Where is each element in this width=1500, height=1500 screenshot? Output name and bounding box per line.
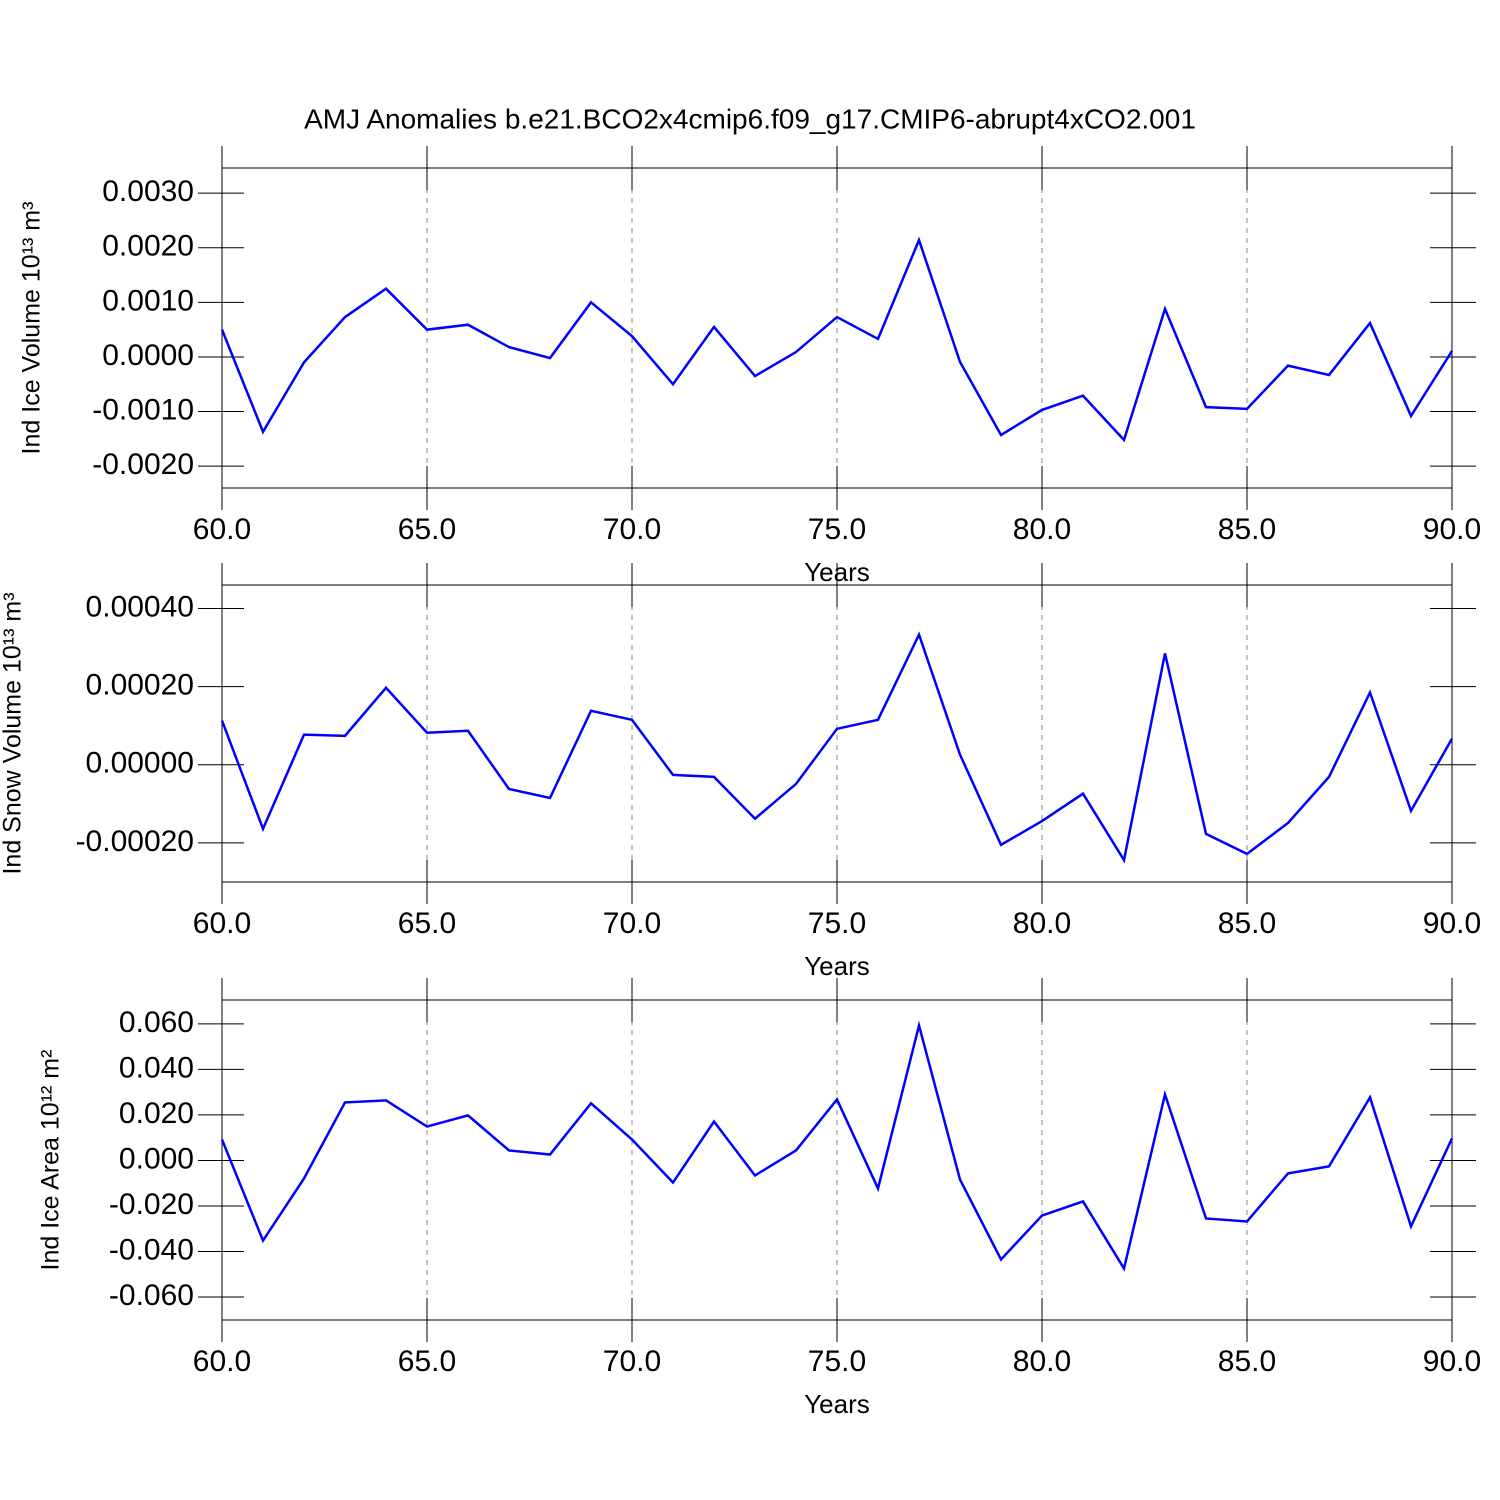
x-tick-label: 75.0 [808, 513, 866, 546]
y-axis-label: Ind Ice Volume 10¹³ m³ [18, 202, 46, 455]
y-tick-label: 0.00020 [86, 669, 194, 702]
y-tick-label: -0.040 [109, 1233, 194, 1266]
y-tick-label: -0.0010 [92, 393, 194, 426]
x-tick-label: 90.0 [1423, 1345, 1481, 1378]
y-tick-label: -0.0020 [92, 448, 194, 481]
x-tick-label: 80.0 [1013, 513, 1071, 546]
y-tick-label: 0.0010 [102, 284, 194, 317]
y-tick-label: 0.000 [119, 1142, 194, 1175]
x-tick-label: 90.0 [1423, 907, 1481, 940]
data-line [220, 631, 1454, 864]
y-tick-label: 0.00000 [86, 747, 194, 780]
x-tick-label: 85.0 [1218, 907, 1276, 940]
x-tick-label: 70.0 [603, 513, 661, 546]
y-tick-label: 0.040 [119, 1051, 194, 1084]
y-tick-label: 0.0020 [102, 230, 194, 263]
y-tick-label: 0.0030 [102, 175, 194, 208]
x-tick-label: 75.0 [808, 907, 866, 940]
x-tick-label: 90.0 [1423, 513, 1481, 546]
data-line [220, 1020, 1454, 1272]
x-tick-label: 70.0 [603, 1345, 661, 1378]
y-tick-label: -0.00020 [76, 825, 194, 858]
y-tick-label: 0.020 [119, 1097, 194, 1130]
x-tick-label: 65.0 [398, 513, 456, 546]
x-tick-label: 65.0 [398, 907, 456, 940]
x-tick-label: 60.0 [193, 1345, 251, 1378]
x-tick-label: 60.0 [193, 513, 251, 546]
x-tick-label: 75.0 [808, 1345, 866, 1378]
x-tick-label: 65.0 [398, 1345, 456, 1378]
y-tick-label: -0.060 [109, 1279, 194, 1312]
x-axis-label: Years [804, 1389, 870, 1419]
x-tick-label: 85.0 [1218, 513, 1276, 546]
figure-title: AMJ Anomalies b.e21.BCO2x4cmip6.f09_g17.… [304, 103, 1196, 134]
y-tick-label: 0.00040 [86, 590, 194, 623]
x-tick-label: 60.0 [193, 907, 251, 940]
x-tick-label: 80.0 [1013, 907, 1071, 940]
x-tick-label: 85.0 [1218, 1345, 1276, 1378]
x-tick-label: 80.0 [1013, 1345, 1071, 1378]
y-tick-label: -0.020 [109, 1188, 194, 1221]
y-tick-label: 0.0000 [102, 339, 194, 372]
y-tick-label: 0.060 [119, 1006, 194, 1039]
x-axis-label: Years [804, 951, 870, 981]
y-axis-label: Ind Ice Area 10¹² m² [37, 1050, 65, 1271]
x-tick-label: 70.0 [603, 907, 661, 940]
data-line [220, 236, 1454, 443]
y-axis-label: Ind Snow Volume 10¹³ m³ [0, 592, 27, 874]
